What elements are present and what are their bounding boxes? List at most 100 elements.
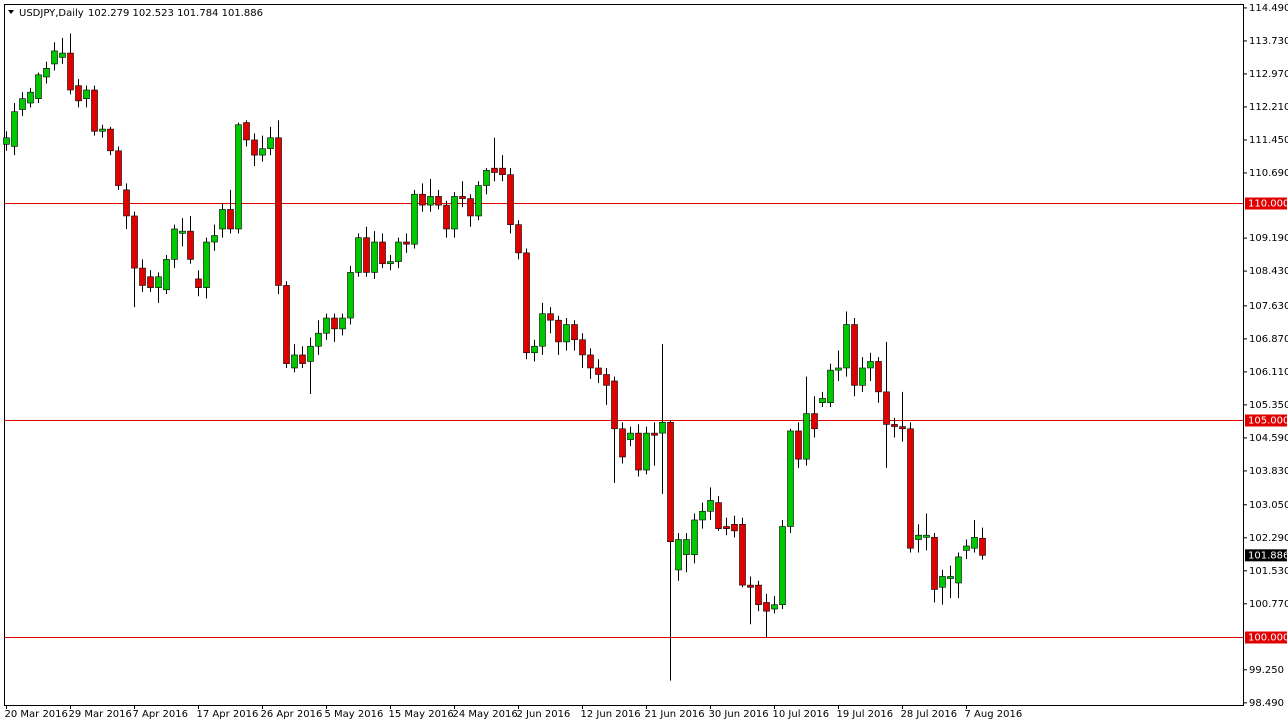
candle-body <box>139 267 146 286</box>
candle-body <box>891 424 898 427</box>
candle-body <box>883 391 890 425</box>
candle-body <box>539 313 546 347</box>
y-tick-label: 100.770 <box>1249 599 1288 610</box>
candle-body <box>547 313 554 321</box>
x-tick-label: 10 Jul 2016 <box>773 709 830 720</box>
candle-body <box>947 576 954 579</box>
candle-body <box>163 259 170 291</box>
candle-body <box>875 361 882 393</box>
candle-body <box>339 317 346 330</box>
candle-body <box>563 324 570 343</box>
candle-body <box>755 584 762 605</box>
level-label-box <box>1245 197 1287 210</box>
candle-body <box>899 426 906 430</box>
level-label-box <box>1245 414 1287 427</box>
candle-body <box>403 241 410 245</box>
candle-body <box>843 324 850 369</box>
candle-body <box>643 432 650 471</box>
candle-body <box>659 421 666 434</box>
candle-body <box>939 576 946 588</box>
candle-body <box>27 91 34 104</box>
y-tick-label: 106.870 <box>1249 334 1288 345</box>
x-tick-label: 7 Aug 2016 <box>965 709 1023 720</box>
level-label: 105.000 <box>1248 416 1288 427</box>
candle-body <box>747 584 754 588</box>
y-tick-label: 109.190 <box>1249 233 1288 244</box>
candle-body <box>435 196 442 206</box>
candle-body <box>619 428 626 458</box>
candle-body <box>675 539 682 571</box>
candle-body <box>475 185 482 217</box>
candle-body <box>155 276 162 288</box>
y-tick-label: 101.530 <box>1249 566 1288 577</box>
candle-body <box>491 167 498 173</box>
candle-body <box>3 137 10 145</box>
candle-body <box>123 189 130 217</box>
chart-title: USDJPY,Daily <box>19 8 84 19</box>
candle-body <box>371 241 378 273</box>
candle-body <box>963 545 970 551</box>
y-tick-label: 99.250 <box>1249 665 1284 676</box>
candle-body <box>795 430 802 460</box>
candle-body <box>195 278 202 288</box>
candle-body <box>275 137 282 286</box>
candle-body <box>691 519 698 556</box>
candle-body <box>771 604 778 610</box>
plot-frame <box>4 4 1244 706</box>
candle-body <box>107 128 114 152</box>
x-tick-label: 30 Jun 2016 <box>709 709 769 720</box>
candle-body <box>723 526 730 529</box>
y-tick-label: 103.830 <box>1249 466 1288 477</box>
candle-body <box>699 510 706 521</box>
candle-body <box>835 367 842 371</box>
candle-body <box>571 324 578 341</box>
candle-body <box>51 50 58 65</box>
candle-body <box>931 537 938 590</box>
candle-body <box>763 602 770 612</box>
candle-body <box>227 209 234 230</box>
candle-body <box>363 237 370 273</box>
candle-body <box>35 74 42 99</box>
x-tick-label: 5 May 2016 <box>325 709 384 720</box>
candle-body <box>211 235 218 243</box>
candle-body <box>67 52 74 91</box>
y-tick-label: 102.290 <box>1249 533 1288 544</box>
level-label: 100.000 <box>1248 633 1288 644</box>
candle-body <box>43 67 50 78</box>
candle-body <box>779 526 786 605</box>
candle-body <box>451 196 458 230</box>
candle-body <box>827 369 834 404</box>
candle-body <box>11 111 18 147</box>
candle-body <box>651 432 658 436</box>
candle-body <box>683 539 690 556</box>
y-tick-label: 103.050 <box>1249 500 1288 511</box>
candle-body <box>307 345 314 362</box>
candle-body <box>579 339 586 356</box>
candle-body <box>443 204 450 230</box>
candle-body <box>627 432 634 440</box>
candle-body <box>731 524 738 532</box>
candle-body <box>395 241 402 262</box>
candle-body <box>803 413 810 460</box>
candle-body <box>115 150 122 186</box>
x-tick-label: 26 Apr 2016 <box>261 709 323 720</box>
y-tick-label: 112.970 <box>1249 69 1288 80</box>
last-price-box <box>1245 549 1287 562</box>
candle-body <box>515 224 522 254</box>
x-tick-label: 15 May 2016 <box>389 709 454 720</box>
candle-body <box>235 124 242 230</box>
candle-body <box>427 196 434 206</box>
candle-body <box>219 209 226 230</box>
x-tick-label: 21 Jun 2016 <box>645 709 705 720</box>
candle-body <box>907 428 914 549</box>
menu-triangle <box>8 10 14 14</box>
candle-body <box>323 317 330 334</box>
candle-body <box>283 285 290 364</box>
y-tick-label: 108.430 <box>1249 266 1288 277</box>
candle-body <box>595 367 602 375</box>
candle-body <box>635 432 642 471</box>
candle-body <box>715 502 722 529</box>
candle-body <box>171 228 178 260</box>
candle-body <box>91 89 98 132</box>
x-tick-label: 17 Apr 2016 <box>197 709 259 720</box>
